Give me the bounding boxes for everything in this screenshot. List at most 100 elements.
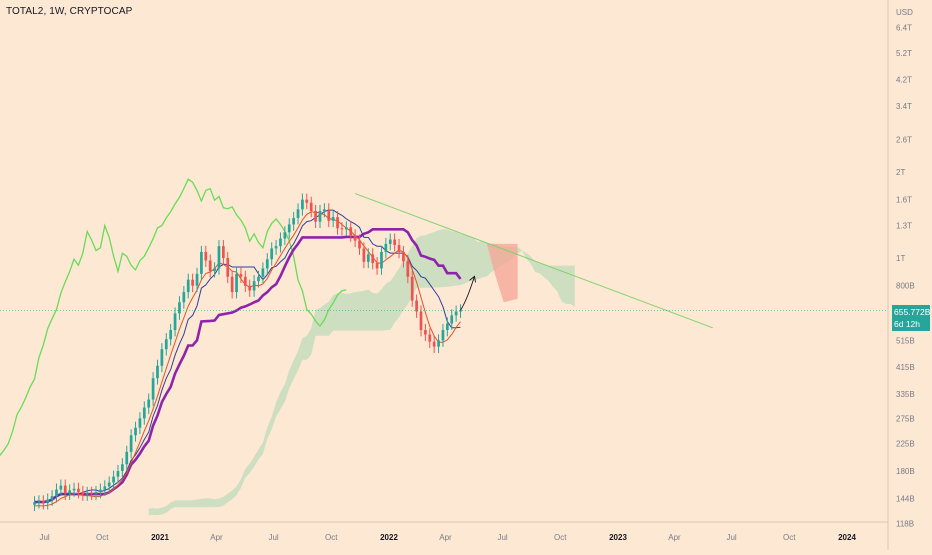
y-tick-label: 800B <box>896 282 915 291</box>
candle <box>160 349 164 366</box>
candle <box>366 254 370 262</box>
candle <box>252 281 256 291</box>
candle <box>37 501 41 503</box>
x-tick-label: Jul <box>726 533 736 542</box>
y-tick-label: 2.6T <box>896 135 912 144</box>
x-tick-label: 2022 <box>380 533 398 542</box>
last-price-value: 655.772B <box>894 307 931 317</box>
descending-trendline <box>354 193 713 329</box>
x-tick-label: Oct <box>96 533 109 542</box>
y-tick-label: 415B <box>896 363 915 372</box>
x-tick-label: Jul <box>268 533 278 542</box>
candle <box>235 273 238 293</box>
x-tick-label: 2023 <box>609 533 627 542</box>
x-tick-label: Oct <box>554 533 567 542</box>
candle <box>142 407 146 419</box>
candle <box>441 330 445 341</box>
candle <box>371 254 375 264</box>
candle <box>134 427 137 436</box>
y-tick-label: 225B <box>896 439 915 448</box>
candle <box>402 251 405 262</box>
candle <box>384 243 388 252</box>
candle <box>358 240 361 249</box>
x-tick-label: Apr <box>439 533 452 542</box>
candle <box>410 276 414 301</box>
candle <box>257 276 260 282</box>
candle <box>454 311 458 316</box>
candle <box>362 248 366 262</box>
candle <box>437 340 440 347</box>
candle <box>393 239 397 246</box>
candle <box>230 276 234 293</box>
candle <box>301 199 304 210</box>
candle <box>50 496 54 500</box>
candle <box>428 334 432 342</box>
candle <box>33 502 36 505</box>
y-tick-label: 144B <box>896 495 915 504</box>
tenkan-line <box>34 209 461 503</box>
x-tick-label: 2021 <box>151 533 169 542</box>
candle <box>450 315 454 324</box>
candle <box>424 330 427 335</box>
candle <box>103 486 107 490</box>
candle <box>261 268 265 277</box>
candle <box>191 279 194 286</box>
candle <box>112 476 115 483</box>
candle <box>226 258 230 277</box>
candle <box>81 492 85 495</box>
candle <box>195 273 199 286</box>
candle <box>208 260 212 272</box>
candle <box>129 435 133 452</box>
candle <box>265 259 269 269</box>
candle <box>85 492 89 495</box>
candle <box>314 210 317 222</box>
x-tick-label: Jul <box>497 533 507 542</box>
candle <box>107 482 111 487</box>
kijun-line <box>34 228 462 504</box>
y-tick-label: 6.4T <box>896 23 912 32</box>
candle <box>59 485 63 490</box>
candle <box>164 339 168 350</box>
candle <box>41 501 45 504</box>
candle <box>217 246 221 269</box>
candle <box>156 365 159 379</box>
y-tick-label: 335B <box>896 390 915 399</box>
candle <box>349 227 353 236</box>
candle <box>239 273 243 277</box>
candle <box>380 251 383 269</box>
candle <box>340 228 344 230</box>
candle <box>186 279 190 293</box>
candle <box>397 245 401 252</box>
x-tick-label: Oct <box>783 533 796 542</box>
x-tick-label: Oct <box>325 533 338 542</box>
x-tick-label: Apr <box>668 533 681 542</box>
y-tick-label: 5.2T <box>896 49 912 58</box>
candle <box>77 488 80 493</box>
projection-arrow <box>460 276 475 311</box>
candle <box>459 310 462 312</box>
lagging-span-line <box>0 178 347 457</box>
candle <box>344 227 348 230</box>
candle <box>204 251 208 261</box>
x-tick-label: 2024 <box>838 533 856 542</box>
y-tick-label: 2T <box>896 168 905 177</box>
last-price-badge: 655.772B 6d 12h <box>892 305 930 331</box>
candle <box>287 224 291 233</box>
candle <box>388 239 392 244</box>
y-tick-label: 515B <box>896 336 915 345</box>
candle <box>248 285 252 291</box>
candle <box>274 246 278 249</box>
candle <box>151 378 155 400</box>
candle <box>353 235 357 241</box>
y-tick-label: 1.3T <box>896 221 912 230</box>
ema-line <box>34 211 461 507</box>
y-tick-label: 4.2T <box>896 76 912 85</box>
candle <box>63 485 67 494</box>
candle <box>331 217 335 221</box>
candle <box>296 209 300 218</box>
candle <box>125 451 129 465</box>
projection-arrowhead <box>469 275 476 283</box>
candle <box>419 311 423 331</box>
